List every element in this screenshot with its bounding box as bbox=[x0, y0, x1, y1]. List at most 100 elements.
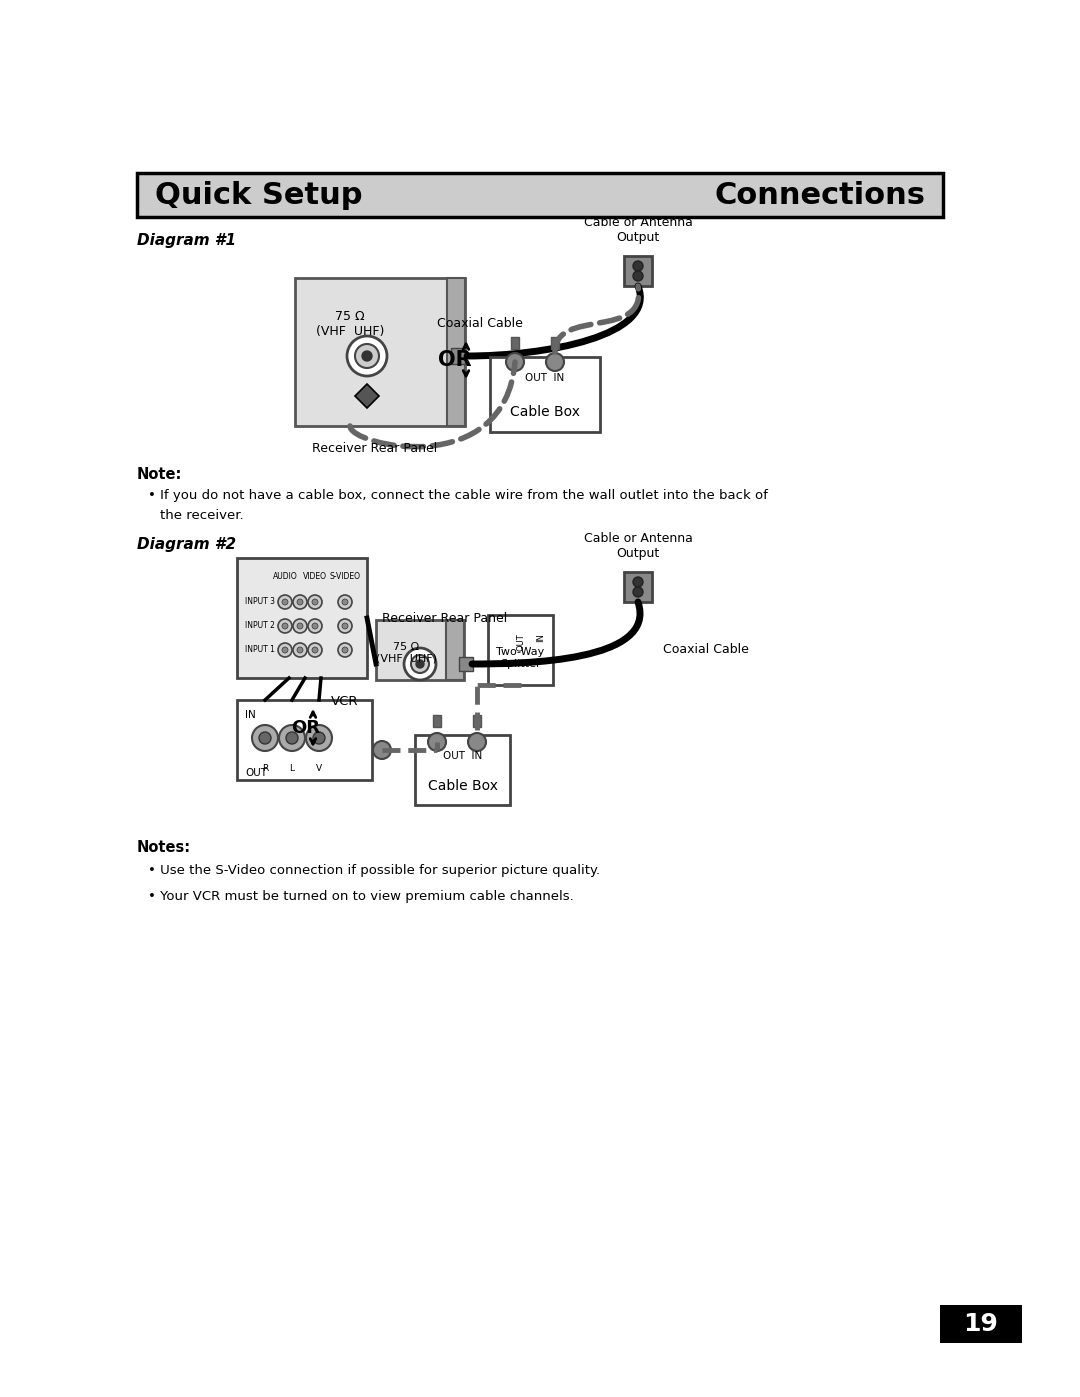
Text: • Your VCR must be turned on to view premium cable channels.: • Your VCR must be turned on to view pre… bbox=[148, 890, 573, 902]
Circle shape bbox=[633, 577, 643, 587]
Circle shape bbox=[259, 732, 271, 745]
Circle shape bbox=[312, 599, 318, 605]
Circle shape bbox=[308, 595, 322, 609]
FancyBboxPatch shape bbox=[237, 557, 367, 678]
Circle shape bbox=[282, 623, 288, 629]
Circle shape bbox=[286, 732, 298, 745]
Circle shape bbox=[278, 595, 292, 609]
Circle shape bbox=[338, 619, 352, 633]
Text: L: L bbox=[289, 764, 295, 773]
Text: IN: IN bbox=[245, 710, 256, 719]
FancyBboxPatch shape bbox=[376, 620, 464, 680]
Circle shape bbox=[362, 351, 372, 360]
Circle shape bbox=[312, 623, 318, 629]
Circle shape bbox=[633, 261, 643, 271]
Circle shape bbox=[308, 619, 322, 633]
Circle shape bbox=[282, 599, 288, 605]
FancyBboxPatch shape bbox=[295, 278, 465, 426]
Text: S-VIDEO: S-VIDEO bbox=[329, 571, 361, 581]
Circle shape bbox=[297, 599, 303, 605]
FancyBboxPatch shape bbox=[237, 700, 372, 780]
Circle shape bbox=[312, 647, 318, 652]
Circle shape bbox=[293, 643, 307, 657]
FancyBboxPatch shape bbox=[940, 1305, 1022, 1343]
Text: Coaxial Cable: Coaxial Cable bbox=[663, 643, 748, 657]
Text: the receiver.: the receiver. bbox=[160, 509, 244, 522]
Text: R: R bbox=[261, 764, 268, 773]
Text: AUDIO: AUDIO bbox=[272, 571, 297, 581]
FancyBboxPatch shape bbox=[451, 348, 465, 365]
Circle shape bbox=[293, 619, 307, 633]
Text: Cable Box: Cable Box bbox=[510, 405, 580, 419]
Text: 75 Ω
(VHF  UHF): 75 Ω (VHF UHF) bbox=[376, 643, 436, 664]
Circle shape bbox=[468, 733, 486, 752]
Circle shape bbox=[278, 643, 292, 657]
Text: VIDEO: VIDEO bbox=[303, 571, 327, 581]
FancyBboxPatch shape bbox=[433, 715, 441, 726]
Circle shape bbox=[313, 732, 325, 745]
Text: IN: IN bbox=[537, 633, 545, 641]
Text: Cable Box: Cable Box bbox=[428, 780, 498, 793]
Circle shape bbox=[546, 353, 564, 372]
Text: OUT  IN: OUT IN bbox=[525, 373, 565, 383]
Circle shape bbox=[279, 725, 305, 752]
Text: OUT  IN: OUT IN bbox=[443, 752, 482, 761]
Circle shape bbox=[416, 659, 424, 668]
Text: OR: OR bbox=[291, 719, 320, 738]
Text: 19: 19 bbox=[963, 1312, 998, 1336]
Text: V: V bbox=[316, 764, 322, 773]
FancyBboxPatch shape bbox=[237, 557, 367, 583]
Circle shape bbox=[342, 647, 348, 652]
Circle shape bbox=[428, 733, 446, 752]
Text: Two-Way
Splitter: Two-Way Splitter bbox=[497, 647, 544, 669]
Text: Coaxial Cable: Coaxial Cable bbox=[437, 317, 523, 330]
Circle shape bbox=[633, 271, 643, 281]
Text: INPUT 1: INPUT 1 bbox=[245, 645, 275, 655]
Text: Receiver Rear Panel: Receiver Rear Panel bbox=[382, 612, 508, 624]
Text: Diagram #2: Diagram #2 bbox=[137, 536, 237, 552]
Text: Diagram #1: Diagram #1 bbox=[137, 233, 237, 249]
Circle shape bbox=[252, 725, 278, 752]
Text: Quick Setup: Quick Setup bbox=[156, 180, 363, 210]
Text: Cable or Antenna
Output: Cable or Antenna Output bbox=[583, 532, 692, 560]
Text: INPUT 2: INPUT 2 bbox=[245, 622, 275, 630]
Circle shape bbox=[507, 353, 524, 372]
Circle shape bbox=[293, 595, 307, 609]
Circle shape bbox=[373, 740, 391, 759]
Text: 75 Ω
(VHF  UHF): 75 Ω (VHF UHF) bbox=[315, 310, 384, 338]
FancyBboxPatch shape bbox=[137, 173, 943, 217]
Text: OR: OR bbox=[438, 351, 472, 370]
Text: Notes:: Notes: bbox=[137, 840, 191, 855]
Text: Receiver Rear Panel: Receiver Rear Panel bbox=[312, 441, 437, 455]
FancyBboxPatch shape bbox=[624, 256, 652, 286]
FancyBboxPatch shape bbox=[446, 620, 464, 680]
FancyBboxPatch shape bbox=[415, 735, 510, 805]
Text: Note:: Note: bbox=[137, 467, 183, 482]
Text: VCR: VCR bbox=[330, 694, 359, 708]
Circle shape bbox=[411, 655, 429, 673]
Text: • Use the S-Video connection if possible for superior picture quality.: • Use the S-Video connection if possible… bbox=[148, 863, 600, 877]
Circle shape bbox=[342, 623, 348, 629]
Circle shape bbox=[338, 595, 352, 609]
Circle shape bbox=[297, 647, 303, 652]
Circle shape bbox=[338, 643, 352, 657]
Circle shape bbox=[282, 647, 288, 652]
Text: • If you do not have a cable box, connect the cable wire from the wall outlet in: • If you do not have a cable box, connec… bbox=[148, 489, 768, 502]
FancyBboxPatch shape bbox=[551, 337, 559, 349]
Text: OUT: OUT bbox=[516, 633, 525, 651]
Text: OUT: OUT bbox=[245, 768, 267, 778]
Text: Connections: Connections bbox=[714, 180, 924, 210]
FancyBboxPatch shape bbox=[490, 358, 600, 432]
FancyBboxPatch shape bbox=[624, 571, 652, 602]
Circle shape bbox=[347, 337, 387, 376]
Circle shape bbox=[633, 587, 643, 597]
Circle shape bbox=[278, 619, 292, 633]
Circle shape bbox=[342, 599, 348, 605]
Circle shape bbox=[355, 344, 379, 367]
Circle shape bbox=[306, 725, 332, 752]
FancyBboxPatch shape bbox=[473, 715, 481, 726]
FancyBboxPatch shape bbox=[488, 615, 553, 685]
Circle shape bbox=[308, 643, 322, 657]
FancyBboxPatch shape bbox=[511, 337, 519, 349]
Text: Cable or Antenna
Output: Cable or Antenna Output bbox=[583, 217, 692, 244]
